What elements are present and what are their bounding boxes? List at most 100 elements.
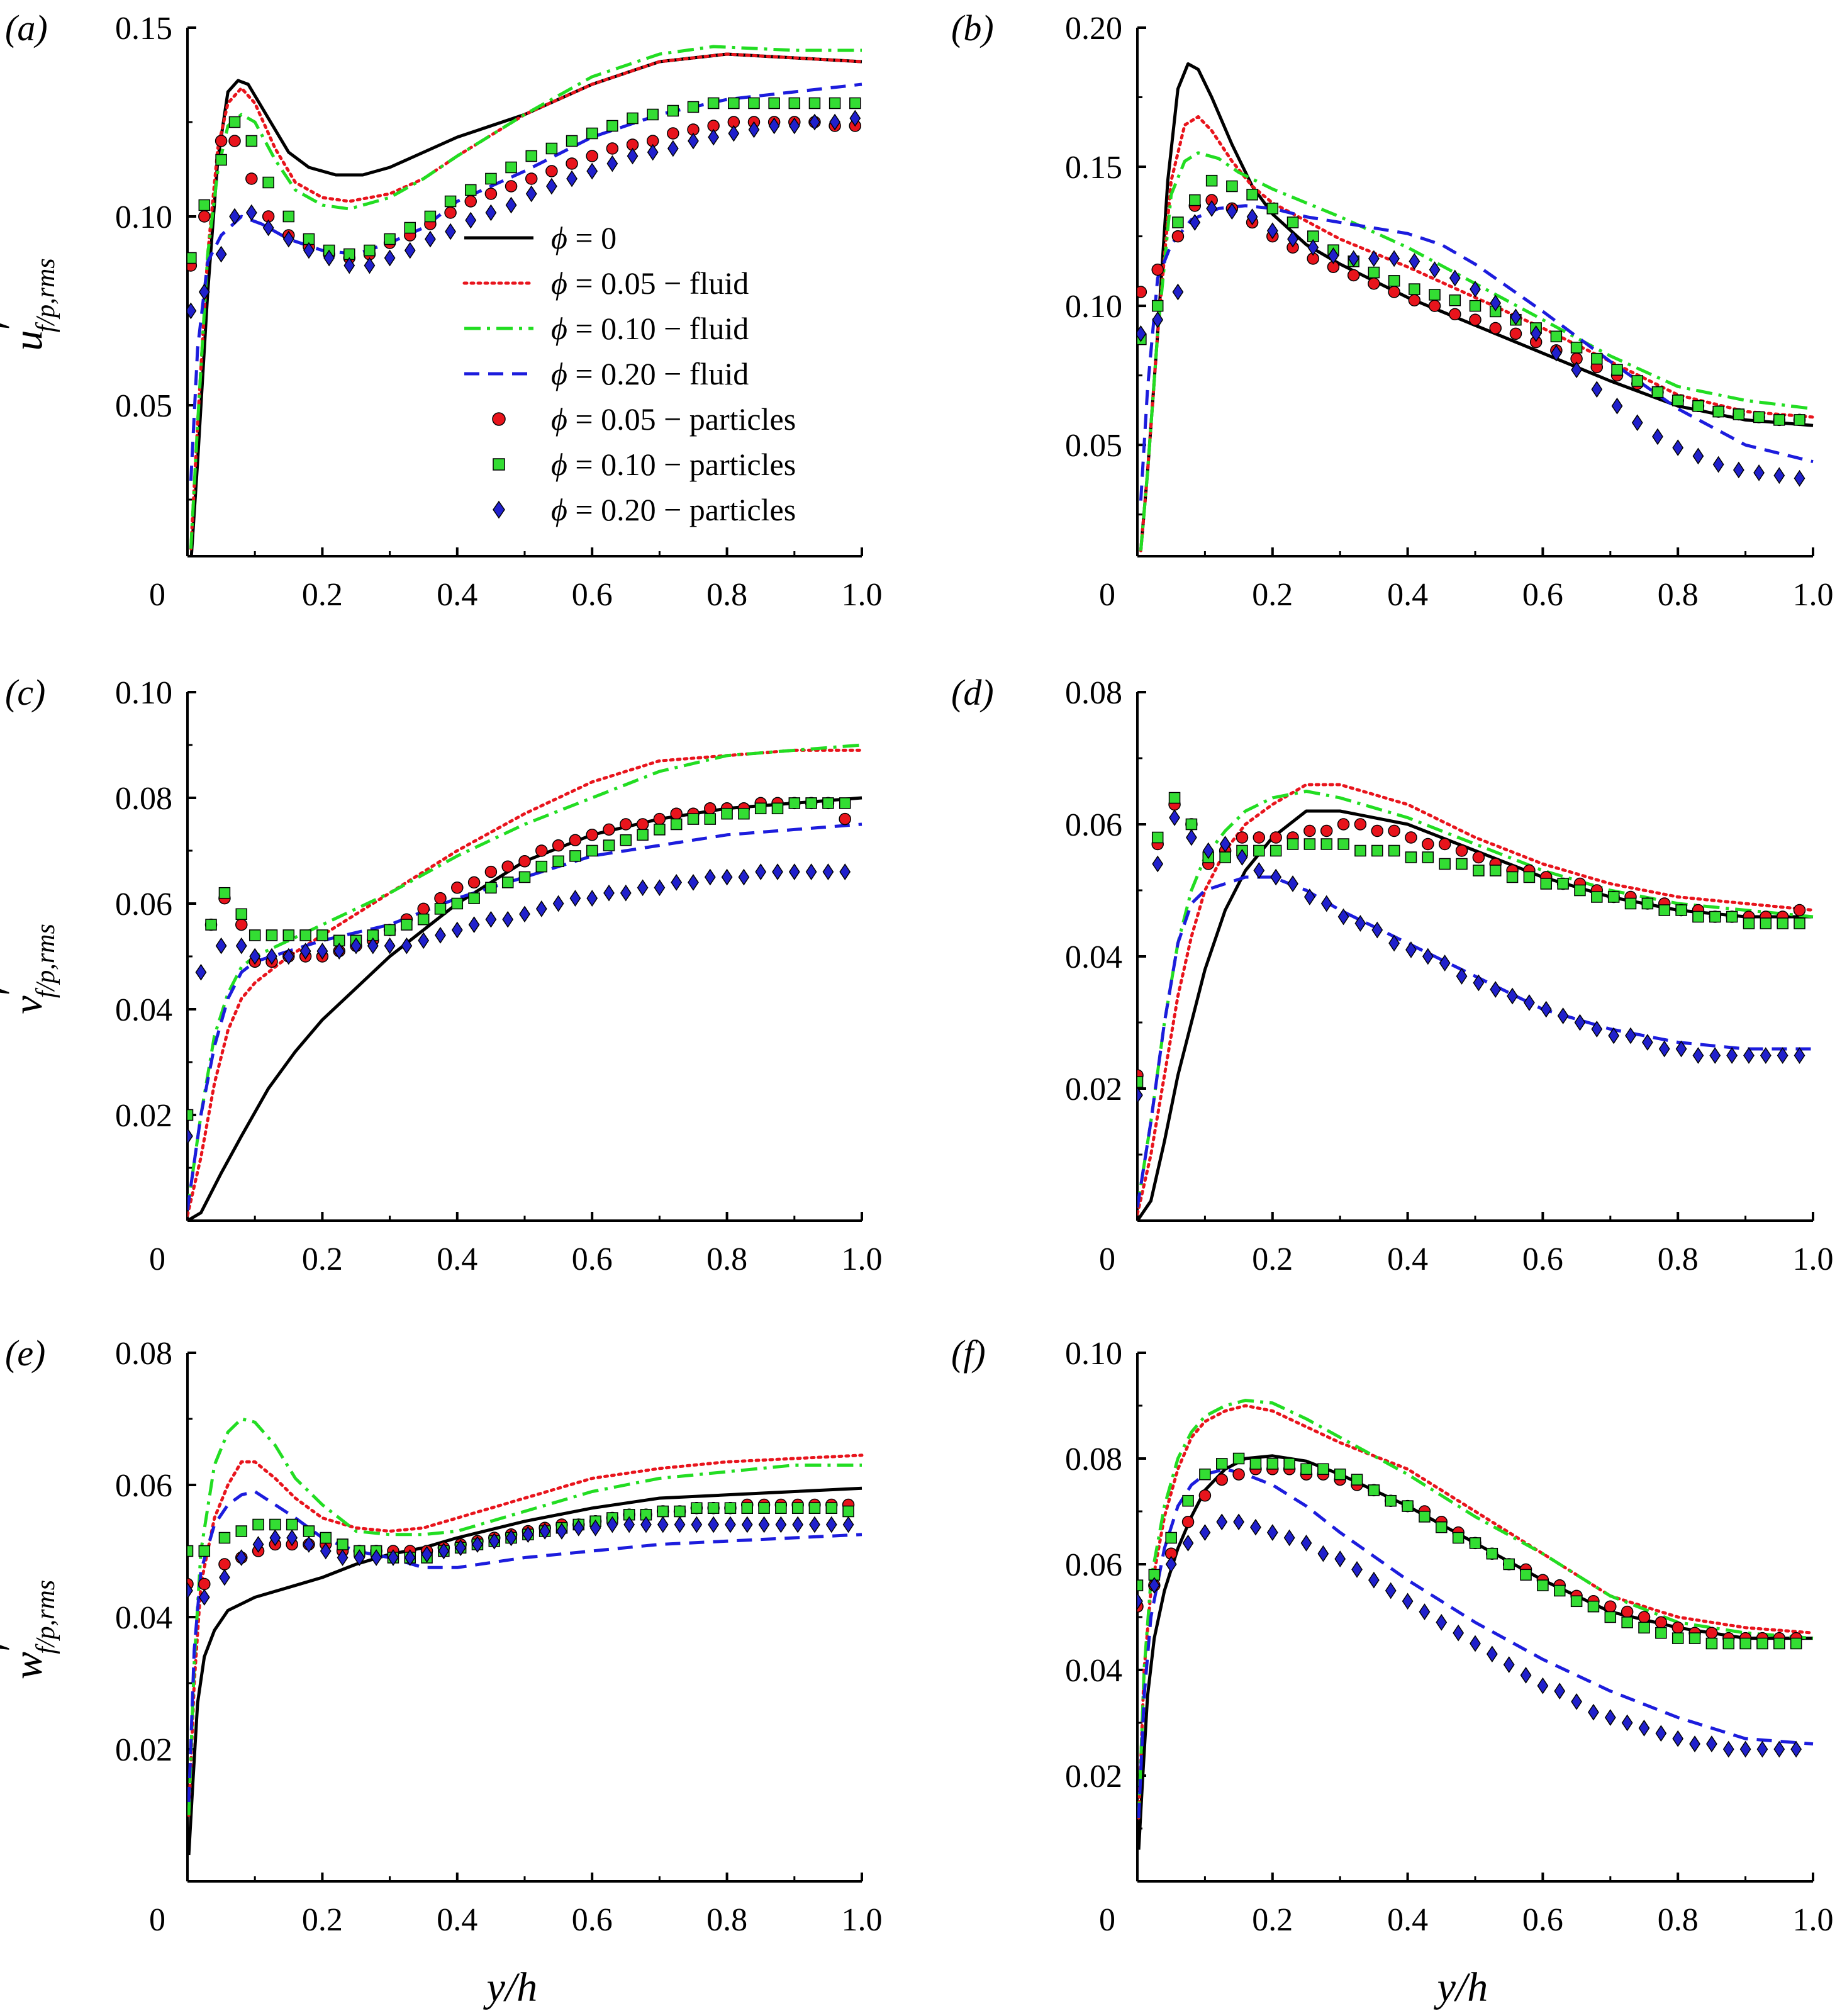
marker-diamond: [1655, 1725, 1667, 1742]
marker-square: [1320, 838, 1332, 850]
marker-square: [1266, 1458, 1279, 1470]
marker-diamond: [1287, 875, 1298, 892]
marker-square: [1216, 1458, 1228, 1470]
marker-diamond: [849, 109, 861, 127]
marker-circle: [653, 812, 666, 826]
marker-diamond: [606, 1516, 618, 1533]
marker-square: [401, 919, 413, 931]
marker-circle: [606, 142, 619, 155]
marker-square: [525, 150, 537, 162]
x-tick-label: 0.2: [302, 1902, 343, 1938]
marker-square: [1591, 891, 1603, 903]
marker-diamond: [1658, 1040, 1670, 1058]
marker-square: [1506, 871, 1519, 883]
marker-diamond: [438, 1542, 450, 1560]
marker-diamond: [842, 1516, 854, 1533]
marker-diamond: [421, 1545, 433, 1563]
marker-diamond: [674, 1516, 686, 1533]
marker-diamond: [704, 868, 716, 886]
marker-diamond: [282, 948, 294, 965]
x-tick-label: 0: [1099, 577, 1115, 613]
marker-square: [1334, 1468, 1346, 1481]
marker-square: [1570, 1595, 1583, 1608]
marker-square: [1621, 1616, 1633, 1628]
marker-square: [1591, 352, 1603, 365]
marker-diamond: [187, 1582, 193, 1599]
x-axis-label: y/h: [483, 1964, 538, 2010]
marker-diamond: [1182, 1535, 1194, 1552]
marker-square: [1388, 844, 1400, 857]
marker-square: [1794, 414, 1805, 426]
marker-circle: [839, 812, 851, 826]
marker-diamond: [282, 230, 294, 248]
marker-circle: [1337, 818, 1350, 831]
marker-diamond: [586, 890, 598, 907]
x-tick-label: 0.2: [1252, 1241, 1293, 1277]
marker-square: [1722, 1637, 1734, 1650]
marker-square: [1604, 1611, 1617, 1623]
marker-square: [748, 97, 760, 109]
x-tick-label: 0.4: [1387, 577, 1428, 613]
marker-square: [303, 1525, 315, 1537]
marker-circle: [467, 876, 481, 889]
marker-square: [1550, 330, 1563, 342]
marker-circle: [636, 818, 649, 831]
marker-circle: [535, 844, 548, 857]
marker-circle: [1793, 904, 1806, 917]
marker-square: [262, 176, 274, 189]
marker-diamond: [519, 905, 530, 923]
legend-entry-phi0: ϕ = 0: [464, 220, 617, 255]
marker-circle: [1509, 327, 1522, 340]
marker-diamond: [1550, 344, 1562, 362]
x-tick-label: 0.8: [706, 577, 747, 613]
marker-diamond: [1354, 915, 1366, 932]
marker-diamond: [1266, 222, 1278, 240]
marker-square: [1165, 1532, 1177, 1544]
marker-diamond: [384, 937, 396, 955]
marker-diamond: [809, 113, 820, 131]
y-tick-label: 0.10: [1065, 289, 1122, 325]
marker-circle: [1181, 1516, 1195, 1528]
legend-marker: [492, 412, 506, 426]
marker-square: [215, 154, 227, 166]
panel-a: 0 0.2 0.4 0.6 0.8 1.0 0.05 0.10 0.15 (a) u′f/p,rms…: [0, 8, 883, 613]
marker-diamond: [556, 1523, 567, 1540]
x-tick-label: 0.2: [302, 1241, 343, 1277]
marker-diamond: [1266, 1524, 1278, 1541]
marker-square: [1151, 300, 1164, 312]
marker-circle: [569, 834, 582, 846]
x-tick-label: 0.4: [1387, 1241, 1428, 1277]
marker-square: [1753, 411, 1765, 423]
marker-square: [1756, 1637, 1768, 1650]
y-axis-label: u′f/p,rms: [0, 258, 60, 350]
marker-square: [1283, 1458, 1295, 1470]
marker-square: [1537, 1579, 1549, 1591]
marker-circle: [501, 860, 514, 873]
marker-square: [1422, 851, 1434, 863]
marker-square: [1655, 1627, 1667, 1639]
marker-diamond: [1753, 464, 1765, 481]
marker-square: [704, 813, 717, 825]
marker-diamond: [215, 937, 227, 955]
marker-square: [768, 97, 780, 109]
marker-diamond: [788, 117, 800, 135]
marker-diamond: [1641, 1034, 1653, 1051]
marker-circle: [451, 882, 464, 894]
marker-diamond: [1608, 1027, 1620, 1044]
marker-square: [187, 1109, 194, 1121]
panel-label: (c): [5, 672, 45, 713]
marker-square: [771, 802, 784, 815]
marker-diamond: [1246, 208, 1258, 225]
marker-diamond: [1388, 934, 1400, 952]
marker-circle: [1368, 277, 1380, 290]
marker-square: [1739, 1637, 1751, 1650]
marker-square: [1286, 838, 1299, 850]
marker-square: [1489, 865, 1502, 876]
marker-diamond: [772, 863, 783, 880]
marker-circle: [1654, 1616, 1668, 1629]
marker-diamond: [1675, 1040, 1687, 1058]
legend: ϕ = 0 ϕ = 0.05 − fluid ϕ = 0.10 − fluid ϕ =…: [462, 220, 796, 527]
marker-diamond: [1148, 1577, 1160, 1594]
marker-diamond: [1510, 308, 1522, 326]
